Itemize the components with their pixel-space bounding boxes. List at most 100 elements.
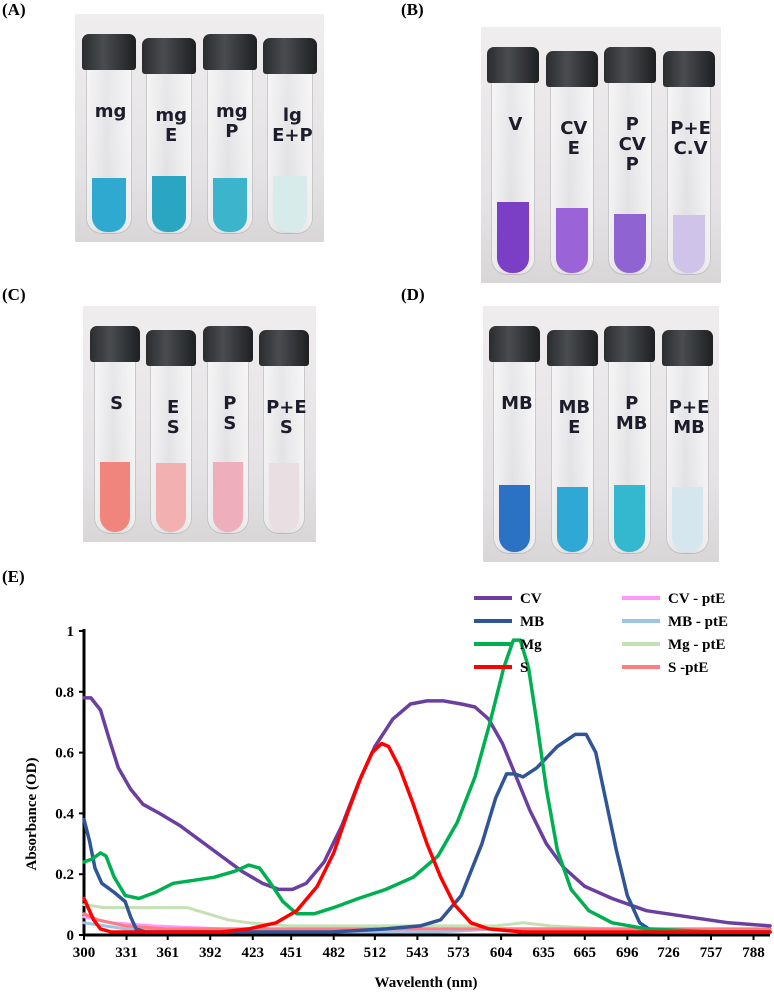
tube-marker-label: P+E S [266, 397, 307, 438]
tube-marker-label: MB E [558, 397, 591, 438]
tube-cap [604, 326, 656, 362]
tube-glass [608, 77, 653, 275]
tube-glass [549, 81, 594, 275]
test-tube: mg E [142, 38, 197, 234]
tube-glass [206, 64, 253, 234]
tube-cap [661, 330, 713, 366]
tube-glass [493, 356, 537, 554]
series-line-s-pte [82, 912, 772, 931]
tube-marker-label: lg E+P [272, 105, 313, 146]
series-line-mb [82, 732, 772, 934]
series-line-s [82, 741, 772, 934]
photo-panel-b: V CV E P CV P P+E C.V [481, 27, 721, 283]
test-tube: lg E+P [263, 38, 318, 234]
tube-marker-label: S [110, 393, 124, 414]
photo-panel-a: mg mg E mg P lg E+P [75, 14, 324, 242]
legend-label: MB [520, 614, 544, 630]
tube-cap [142, 38, 197, 74]
tube-liquid [671, 486, 703, 552]
tube-liquid [555, 207, 588, 273]
x-tick-label: 331 [115, 945, 138, 961]
panel-label-b: (B) [401, 0, 424, 19]
test-tube: S [89, 326, 140, 534]
chart-axes: 0 0.2 0.4 0.6 0.8 1 300 331 361 392 423 451 482 512 54… [55, 624, 770, 961]
legend-label: S -ptE [668, 660, 708, 676]
x-tick-label: 361 [156, 945, 179, 961]
tube-liquid [497, 202, 530, 273]
x-tick-label: 726 [657, 945, 680, 961]
tube-glass [93, 356, 136, 534]
panel-label-e: (E) [2, 568, 25, 586]
tube-marker-label: MB [501, 393, 533, 414]
legend-label: CV [520, 591, 542, 607]
tube-glass [263, 360, 306, 534]
tube-cap [81, 34, 136, 70]
test-tube: mg [81, 34, 136, 234]
tube-cap [202, 34, 257, 70]
panel-label-a: (A) [2, 0, 26, 19]
tube-liquid [269, 463, 300, 532]
legend-label: Mg [520, 637, 542, 653]
x-tick-label: 543 [406, 945, 429, 961]
x-tick-label: 788 [742, 945, 765, 961]
tube-marker-label: mg [94, 101, 127, 122]
tube-glass [150, 360, 193, 534]
test-tube: P S [202, 326, 253, 534]
tube-cap [489, 326, 541, 362]
panel-label-d: (D) [401, 285, 425, 304]
tube-marker-label: P MB [615, 393, 648, 434]
tube-liquid [99, 461, 130, 532]
tube-liquid [156, 463, 187, 532]
chart-legend: CV MB Mg S CV - ptE MB - ptE Mg - ptE S -ptE [474, 591, 728, 676]
test-tube: P+E MB [661, 330, 713, 554]
x-tick-label: 300 [73, 945, 96, 961]
tube-cap [89, 326, 140, 362]
tube-liquid [499, 485, 531, 552]
tube-cap [202, 326, 253, 362]
x-tick-label: 482 [322, 945, 345, 961]
y-tick-label: 0.4 [55, 806, 74, 822]
x-axis-label: Wavelenth (nm) [375, 975, 478, 991]
tube-liquid [614, 214, 647, 273]
tube-marker-label: E S [166, 397, 180, 438]
test-tube: E S [146, 330, 197, 534]
tube-marker-label: P S [223, 393, 237, 434]
series-line-cv [82, 696, 772, 928]
tube-glass [206, 356, 249, 534]
x-tick-label: 635 [532, 945, 555, 961]
tube-liquid [212, 461, 243, 532]
absorbance-spectrum-chart: (E) 0 0.2 0.4 0.6 0.8 1 300 331 361 392 423 451 482 5… [2, 568, 772, 991]
series-layer [82, 638, 772, 934]
tube-cap [546, 330, 598, 366]
legend-label: Mg - ptE [668, 637, 726, 653]
tube-glass [491, 77, 536, 275]
legend-label: S [520, 660, 528, 676]
x-tick-label: 423 [242, 945, 265, 961]
tube-cap [545, 51, 598, 87]
tube-marker-label: P+E C.V [670, 118, 711, 159]
test-tube: P MB [604, 326, 656, 554]
tube-marker-label: mg P [215, 101, 248, 142]
tube-glass [666, 81, 711, 275]
tube-glass [267, 68, 314, 234]
y-axis-label: Absorbance (OD) [24, 758, 40, 871]
tube-cap [259, 330, 310, 366]
tube-marker-label: mg E [155, 105, 187, 146]
tube-cap [146, 330, 197, 366]
tube-liquid [672, 215, 705, 273]
photo-panel-d: MB MB E P MB P+E MB [483, 306, 719, 562]
tube-marker-label: CV E [560, 118, 588, 159]
tube-liquid [614, 485, 646, 552]
photo-panel-c: S E S P S P+E S [83, 306, 316, 542]
tube-cap [263, 38, 318, 74]
tube-liquid [91, 178, 126, 232]
x-tick-label: 665 [574, 945, 597, 961]
x-tick-label: 512 [364, 945, 387, 961]
x-tick-label: 573 [447, 945, 470, 961]
test-tube: V [487, 47, 540, 275]
tube-glass [550, 360, 594, 554]
x-tick-label: 757 [700, 945, 723, 961]
series-line-mg [82, 638, 772, 934]
legend-label: CV - ptE [668, 591, 725, 607]
legend-label: MB - ptE [668, 614, 728, 630]
